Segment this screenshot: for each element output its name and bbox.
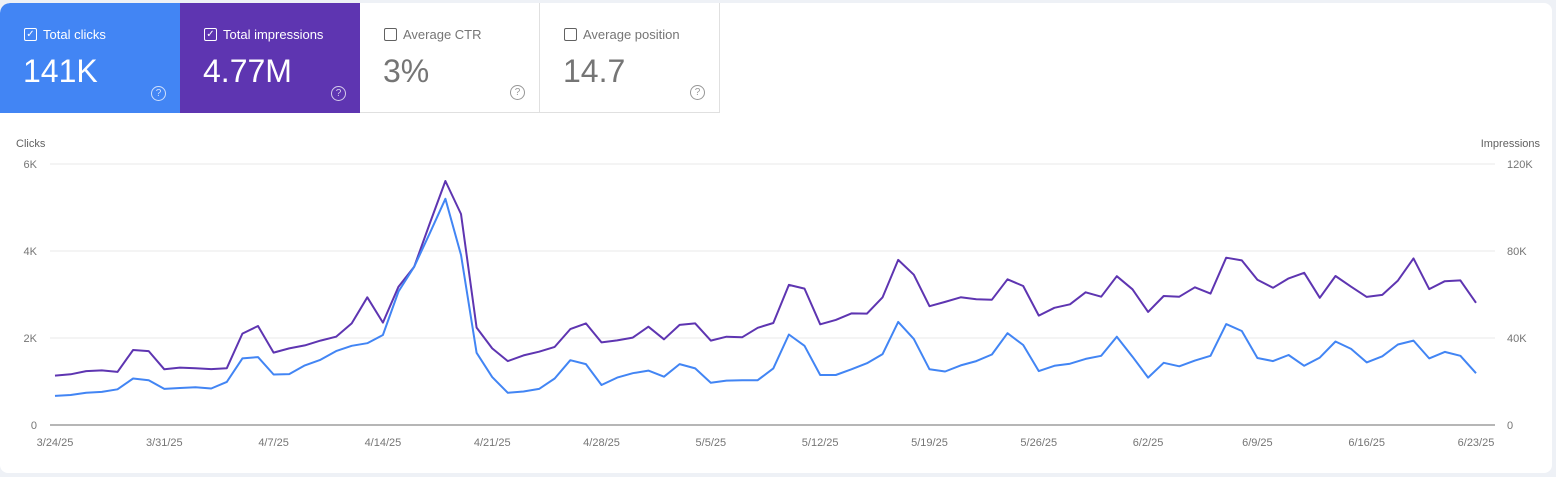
- series-line-impressions: [54, 180, 1477, 377]
- right-tick-label: 40K: [1507, 333, 1527, 345]
- left-axis-label: Clicks: [16, 138, 46, 150]
- right-tick-label: 120K: [1507, 159, 1533, 171]
- metric-value: 14.7: [563, 53, 626, 89]
- x-tick-label: 4/14/25: [365, 437, 402, 449]
- x-tick-label: 5/26/25: [1020, 437, 1057, 449]
- metric-value: 141K: [23, 53, 98, 89]
- right-tick-label: 80K: [1507, 246, 1527, 258]
- left-tick-label: 6K: [24, 159, 38, 171]
- x-tick-label: 4/21/25: [474, 437, 511, 449]
- x-tick-label: 5/19/25: [911, 437, 948, 449]
- right-axis-label: Impressions: [1481, 138, 1541, 150]
- checkbox-unchecked-icon[interactable]: [384, 28, 397, 41]
- metric-label: Total impressions: [223, 27, 324, 42]
- help-icon[interactable]: ?: [690, 85, 705, 100]
- checkbox-unchecked-icon[interactable]: [564, 28, 577, 41]
- x-tick-label: 3/31/25: [146, 437, 183, 449]
- metric-label: Average position: [583, 27, 680, 42]
- series-line-clicks: [54, 197, 1477, 397]
- left-tick-label: 2K: [24, 333, 38, 345]
- metric-card-total-clicks[interactable]: ✓ Total clicks 141K ?: [0, 3, 180, 113]
- x-tick-label: 4/7/25: [258, 437, 289, 449]
- metric-card-total-impressions[interactable]: ✓ Total impressions 4.77M ?: [180, 3, 360, 113]
- metric-value: 4.77M: [203, 53, 292, 89]
- checkbox-checked-icon[interactable]: ✓: [204, 28, 217, 41]
- x-tick-label: 5/5/25: [696, 437, 727, 449]
- x-tick-label: 3/24/25: [37, 437, 74, 449]
- right-tick-label: 0: [1507, 420, 1513, 432]
- metric-card-average-ctr[interactable]: Average CTR 3% ?: [360, 3, 540, 113]
- x-tick-label: 6/16/25: [1348, 437, 1385, 449]
- metric-label: Average CTR: [403, 27, 482, 42]
- performance-panel: ✓ Total clicks 141K ? ✓ Total impressions …: [0, 3, 1552, 473]
- x-tick-label: 6/2/25: [1133, 437, 1164, 449]
- left-tick-label: 4K: [24, 246, 38, 258]
- metric-label: Total clicks: [43, 27, 106, 42]
- x-tick-label: 6/23/25: [1458, 437, 1495, 449]
- help-icon[interactable]: ?: [331, 86, 346, 101]
- left-tick-label: 0: [31, 420, 37, 432]
- help-icon[interactable]: ?: [510, 85, 525, 100]
- metric-card-average-position[interactable]: Average position 14.7 ?: [540, 3, 720, 113]
- help-icon[interactable]: ?: [151, 86, 166, 101]
- x-tick-label: 5/12/25: [802, 437, 839, 449]
- checkbox-checked-icon[interactable]: ✓: [24, 28, 37, 41]
- x-tick-label: 6/9/25: [1242, 437, 1273, 449]
- x-tick-label: 4/28/25: [583, 437, 620, 449]
- metric-value: 3%: [383, 53, 430, 89]
